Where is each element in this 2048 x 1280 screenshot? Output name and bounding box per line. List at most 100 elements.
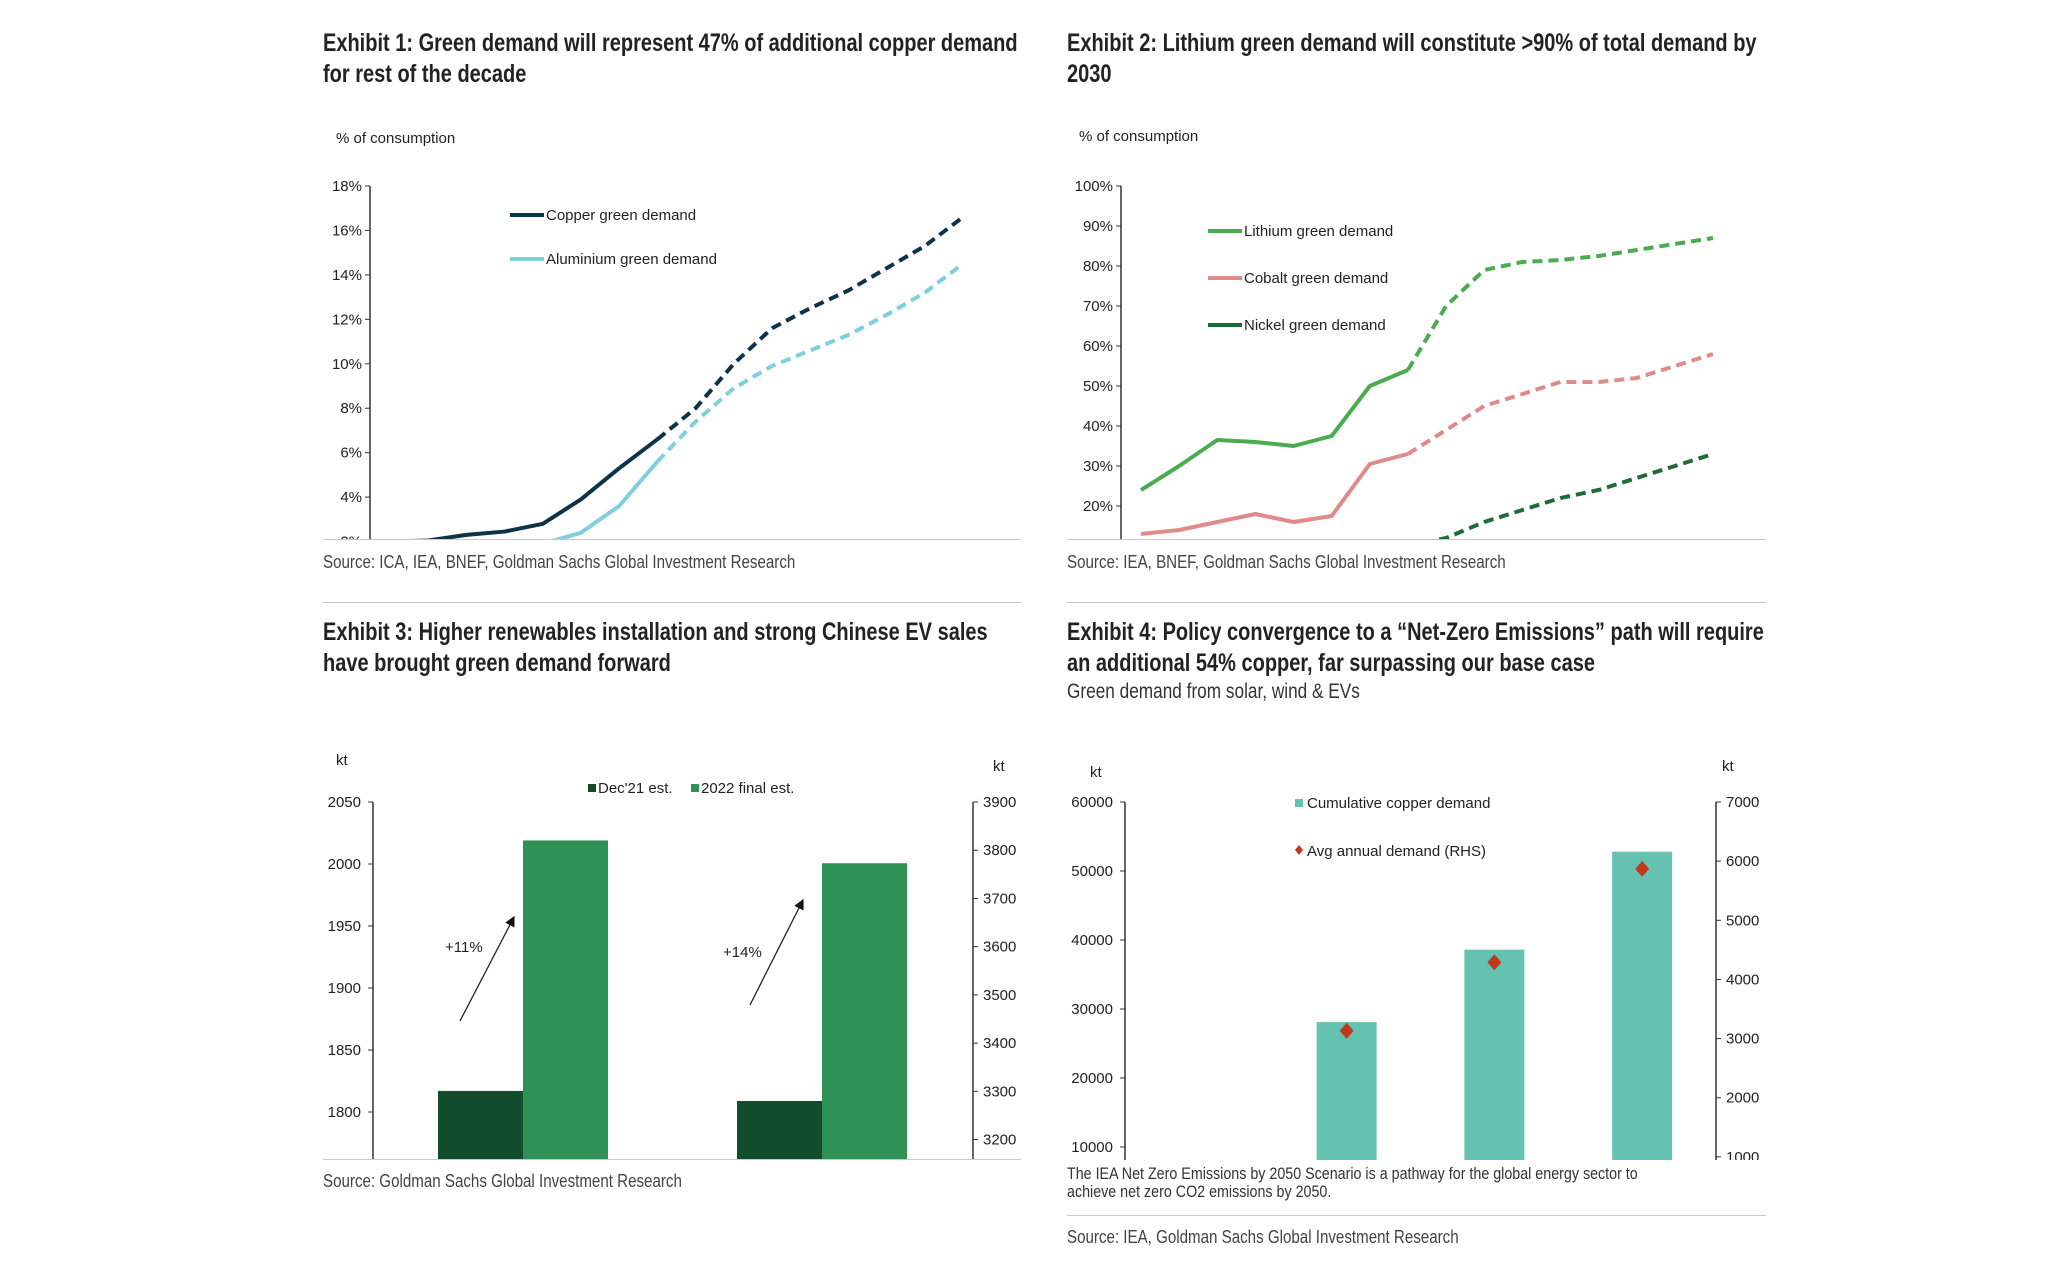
y-tick-label-right: 1000 bbox=[1726, 1149, 1759, 1160]
y-tick-label-right: 3000 bbox=[1726, 1031, 1759, 1048]
y-tick-label: 18% bbox=[332, 178, 362, 195]
divider bbox=[1067, 539, 1766, 540]
y-tick-label-right: 6000 bbox=[1726, 853, 1759, 870]
y-tick-label: 2% bbox=[340, 534, 362, 540]
y-tick-label-left: 2050 bbox=[328, 794, 361, 811]
y-tick-label: 20% bbox=[1083, 498, 1113, 515]
y-axis-label-right: kt bbox=[993, 758, 1006, 775]
legend-label: 2022 final est. bbox=[701, 780, 794, 797]
bar bbox=[737, 1100, 822, 1160]
exhibit1-title: Exhibit 1: Green demand will represent 4… bbox=[323, 29, 1018, 88]
exhibit2-line-chart: % of consumption0%10%20%30%40%50%60%70%8… bbox=[1075, 128, 1714, 540]
y-tick-label: 60% bbox=[1083, 338, 1113, 355]
y-tick-label-right: 3700 bbox=[983, 890, 1016, 907]
bar bbox=[523, 840, 608, 1160]
y-tick-label-left: 10000 bbox=[1071, 1139, 1113, 1156]
diamond-marker bbox=[1635, 860, 1650, 877]
series-line-actual bbox=[1140, 452, 1409, 536]
exhibit2-title: Exhibit 2: Lithium green demand will con… bbox=[1067, 29, 1757, 88]
y-tick-label-right: 3600 bbox=[983, 939, 1016, 956]
y-axis-label: % of consumption bbox=[1079, 128, 1198, 145]
y-tick-label-left: 40000 bbox=[1071, 932, 1113, 949]
y-tick-label-right: 3800 bbox=[983, 842, 1016, 859]
diamond-marker bbox=[1339, 1022, 1354, 1039]
y-tick-label-left: 2000 bbox=[328, 856, 361, 873]
y-tick-label: 80% bbox=[1083, 258, 1113, 275]
exhibit4-subtitle: Green demand from solar, wind & EVs bbox=[1067, 680, 1360, 703]
increase-arrow bbox=[749, 898, 804, 1006]
y-tick-label-left: 1950 bbox=[328, 918, 361, 935]
y-tick-label: 40% bbox=[1083, 418, 1113, 435]
y-tick-label: 30% bbox=[1083, 458, 1113, 475]
series-line-actual bbox=[1139, 368, 1409, 492]
legend-swatch bbox=[691, 784, 699, 792]
legend-label: Nickel green demand bbox=[1244, 317, 1386, 334]
y-axis-label-left: kt bbox=[1090, 764, 1103, 781]
divider bbox=[1067, 602, 1766, 603]
diamond-marker bbox=[1487, 954, 1502, 971]
legend-label: Dec'21 est. bbox=[598, 780, 673, 797]
y-tick-label-left: 30000 bbox=[1071, 1001, 1113, 1018]
bar bbox=[438, 1090, 523, 1160]
legend-label: Aluminium green demand bbox=[546, 251, 717, 268]
y-tick-label-right: 7000 bbox=[1726, 794, 1759, 811]
y-tick-label-left: 1850 bbox=[328, 1042, 361, 1059]
exhibit3-bar-chart: ktkt170017501800185019001950200020503000… bbox=[328, 752, 1016, 1160]
exhibit4-bar-chart: ktkt010000200003000040000500006000001000… bbox=[1071, 758, 1759, 1160]
y-tick-label: 100% bbox=[1075, 178, 1113, 195]
legend-label: Cobalt green demand bbox=[1244, 270, 1388, 287]
series-line-forecast bbox=[655, 262, 965, 463]
y-tick-label: 90% bbox=[1083, 218, 1113, 235]
y-axis-label-left: kt bbox=[336, 752, 349, 769]
exhibit4-note: The IEA Net Zero Emissions by 2050 Scena… bbox=[1067, 1164, 1638, 1201]
y-tick-label: 4% bbox=[340, 489, 362, 506]
y-tick-label: 16% bbox=[332, 222, 362, 239]
divider bbox=[323, 602, 1021, 603]
y-tick-label-right: 5000 bbox=[1726, 912, 1759, 929]
increase-arrow bbox=[459, 915, 515, 1022]
series-line-actual bbox=[389, 437, 659, 540]
y-tick-label: 8% bbox=[340, 400, 362, 417]
y-tick-label-left: 50000 bbox=[1071, 863, 1113, 880]
divider bbox=[323, 1159, 1021, 1160]
bar bbox=[1316, 1022, 1377, 1160]
legend-label: Copper green demand bbox=[546, 207, 696, 224]
bar bbox=[1612, 851, 1673, 1160]
exhibit4-source: Source: IEA, Goldman Sachs Global Invest… bbox=[1067, 1227, 1459, 1247]
y-tick-label: 50% bbox=[1083, 378, 1113, 395]
y-tick-label: 12% bbox=[332, 311, 362, 328]
annotation-label: +14% bbox=[723, 944, 762, 961]
exhibit1-line-chart: % of consumption0%2%4%6%8%10%12%14%16%18… bbox=[332, 130, 965, 540]
series-line-actual bbox=[548, 460, 659, 540]
y-tick-label: 10% bbox=[332, 356, 362, 373]
legend-swatch bbox=[588, 784, 596, 792]
y-tick-label: 70% bbox=[1083, 298, 1113, 315]
y-tick-label-right: 2000 bbox=[1726, 1090, 1759, 1107]
y-tick-label-right: 3900 bbox=[983, 794, 1016, 811]
y-tick-label-left: 1800 bbox=[328, 1104, 361, 1121]
y-axis-label: % of consumption bbox=[336, 130, 455, 147]
y-tick-label: 6% bbox=[340, 445, 362, 462]
legend-swatch bbox=[1295, 799, 1303, 807]
exhibit4-title: Exhibit 4: Policy convergence to a “Net-… bbox=[1067, 618, 1764, 677]
exhibit1-source: Source: ICA, IEA, BNEF, Goldman Sachs Gl… bbox=[323, 552, 796, 572]
legend-label: Avg annual demand (RHS) bbox=[1307, 843, 1486, 860]
y-tick-label-left: 20000 bbox=[1071, 1070, 1113, 1087]
series-line-forecast bbox=[1406, 236, 1714, 372]
series-line-forecast bbox=[1426, 452, 1714, 540]
bar bbox=[1464, 949, 1525, 1160]
y-tick-label: 14% bbox=[332, 267, 362, 284]
y-axis-label-right: kt bbox=[1722, 758, 1735, 775]
legend-label: Cumulative copper demand bbox=[1307, 795, 1490, 812]
exhibit3-source: Source: Goldman Sachs Global Investment … bbox=[323, 1171, 682, 1191]
exhibit2-source: Source: IEA, BNEF, Goldman Sachs Global … bbox=[1067, 552, 1506, 572]
y-tick-label-right: 3500 bbox=[983, 987, 1016, 1004]
legend-swatch bbox=[1295, 845, 1303, 855]
series-line-forecast bbox=[1406, 352, 1714, 456]
y-tick-label-right: 3200 bbox=[983, 1132, 1016, 1149]
y-tick-label-right: 4000 bbox=[1726, 971, 1759, 988]
y-tick-label-right: 3300 bbox=[983, 1083, 1016, 1100]
divider bbox=[323, 539, 1021, 540]
y-tick-label-left: 1900 bbox=[328, 980, 361, 997]
